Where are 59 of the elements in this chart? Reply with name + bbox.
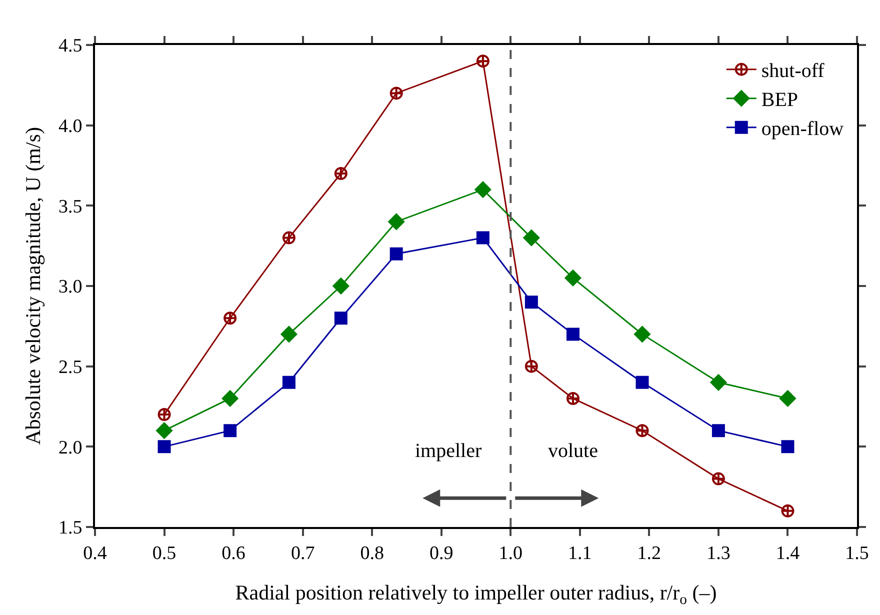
x-tick-label: 1.4: [776, 542, 800, 564]
y-tick-label: 4.0: [58, 116, 82, 137]
point: [476, 231, 490, 244]
y-tick-label: 3.0: [58, 276, 82, 298]
y-tick-label: 2.5: [58, 356, 82, 378]
point: [390, 86, 403, 100]
point: [476, 54, 490, 68]
annotation: volute: [548, 440, 598, 462]
x-tick-label: 0.5: [152, 542, 176, 564]
x-tick-label: 0.4: [83, 542, 108, 564]
y-tick-label: 1.5: [58, 518, 82, 539]
point: [224, 424, 237, 438]
point: [566, 392, 580, 405]
y-axis-title: Absolute velocity magnitude, U (m/s): [21, 127, 46, 445]
x-tick-label: 0.8: [360, 542, 384, 564]
x-tick-label: 1.3: [706, 542, 730, 564]
point: [634, 326, 650, 342]
point: [156, 422, 172, 439]
point: [282, 376, 296, 389]
legend-label: BEP: [761, 89, 798, 112]
y-tick-label: 2.0: [58, 437, 82, 458]
point: [334, 167, 348, 180]
x-tick-label: 1.2: [637, 542, 662, 564]
point: [780, 390, 796, 407]
point: [158, 440, 171, 454]
legend-label: open-flow: [761, 118, 844, 140]
x-tick-label: 1.1: [568, 542, 592, 564]
point: [636, 424, 649, 438]
point: [224, 312, 237, 325]
x-tick-label: 1.5: [845, 542, 869, 564]
y-tick-label: 3.5: [58, 196, 82, 218]
point: [388, 214, 404, 230]
point: [566, 328, 580, 341]
point: [282, 231, 296, 244]
point: [390, 247, 403, 260]
point: [781, 504, 794, 518]
point: [474, 181, 492, 198]
x-tick-label: 0.6: [222, 542, 246, 564]
point: [222, 390, 238, 407]
x-tick-label: 1.0: [498, 542, 523, 564]
point: [524, 360, 538, 373]
point: [523, 230, 540, 246]
point: [334, 312, 348, 325]
point: [524, 296, 538, 309]
x-axis-title: Radial position relatively to impeller outer radius, r/r$_{o}$ (–): [235, 580, 717, 608]
x-tick-label: 0.7: [290, 542, 315, 564]
point: [712, 424, 725, 438]
x-tick-label: 0.9: [429, 542, 454, 564]
annotation: impeller: [415, 440, 482, 462]
point: [636, 376, 649, 389]
point: [280, 326, 298, 342]
point: [781, 440, 794, 454]
point: [564, 270, 582, 286]
point: [710, 374, 727, 391]
y-tick-label: 4.5: [58, 36, 82, 57]
point: [332, 278, 350, 294]
legend-label: shut-off: [761, 60, 825, 82]
point: [712, 472, 725, 486]
point: [158, 408, 171, 422]
